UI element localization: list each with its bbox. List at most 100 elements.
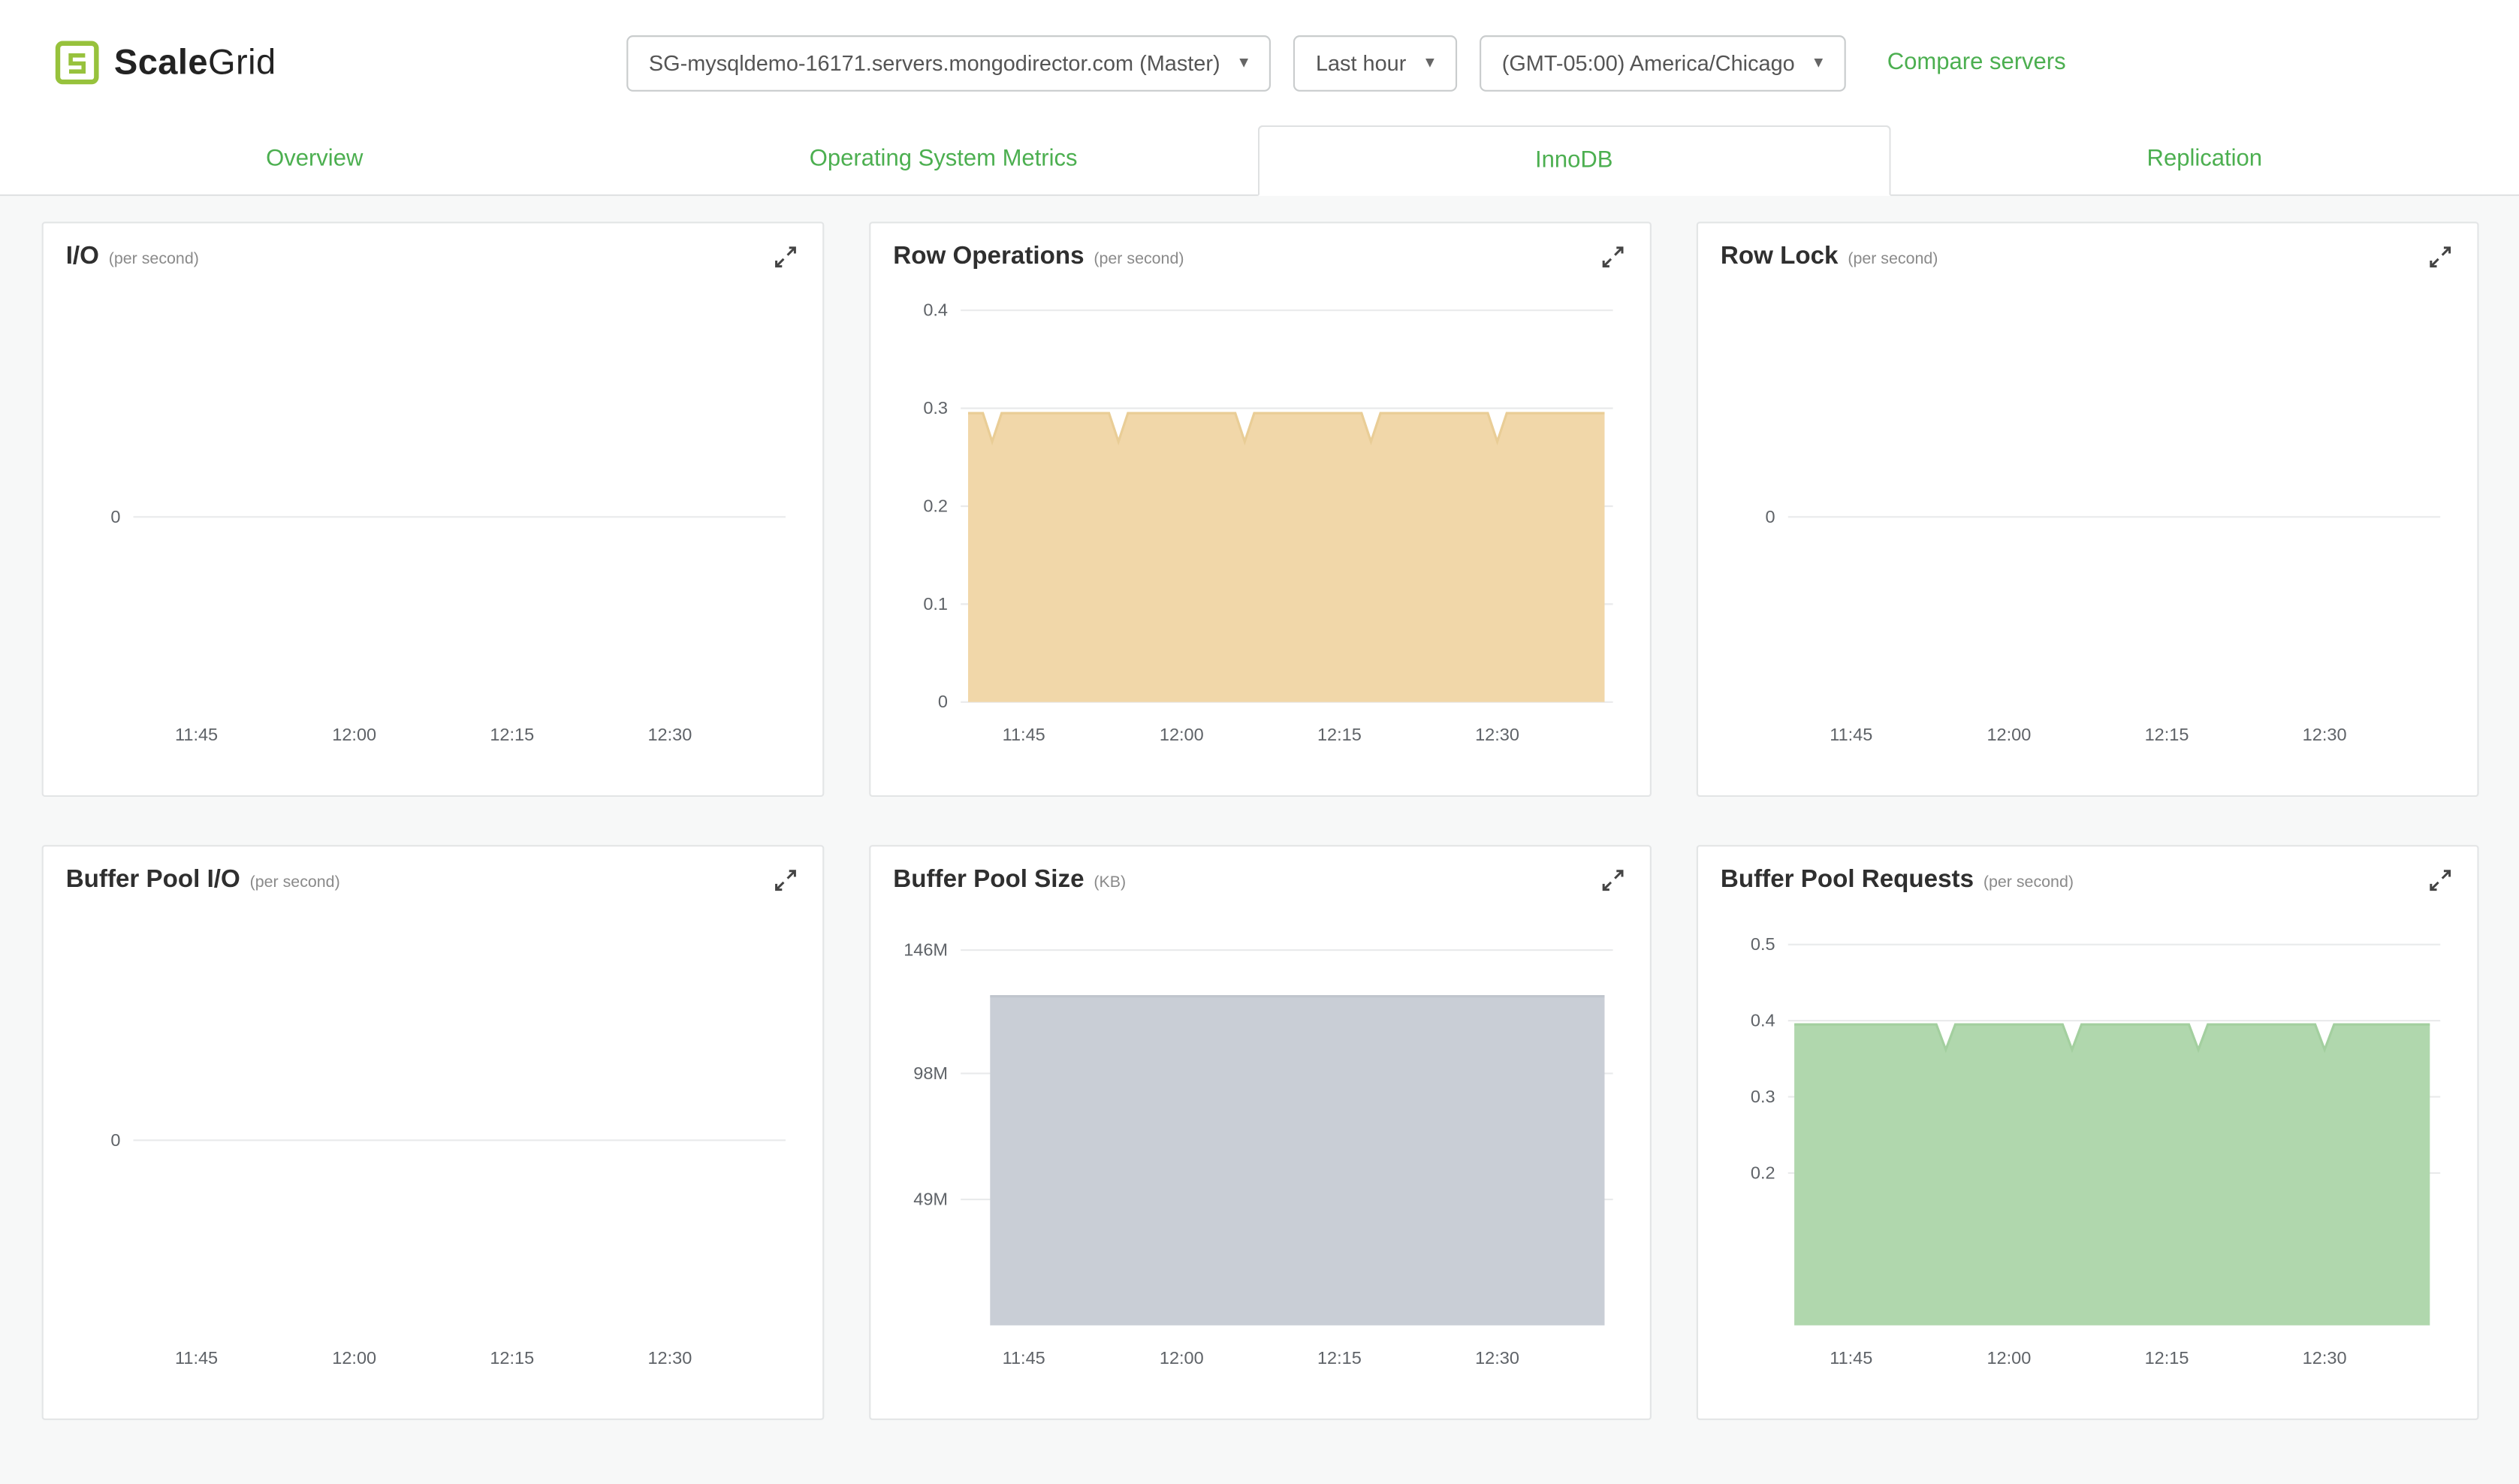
- x-tick-label: 11:45: [1003, 725, 1045, 744]
- server-selector-dropdown[interactable]: SG-mysqldemo-16171.servers.mongodirector…: [626, 34, 1272, 91]
- chart-unit: (KB): [1094, 873, 1127, 892]
- x-tick-label: 12:15: [2145, 725, 2189, 744]
- x-tick-label: 12:30: [1475, 725, 1519, 744]
- y-tick-label: 0.3: [923, 398, 948, 418]
- area-series: [967, 413, 1605, 702]
- expand-icon[interactable]: [2426, 866, 2455, 895]
- tab-innodb[interactable]: InnoDB: [1257, 125, 1890, 196]
- caret-down-icon: ▾: [1239, 52, 1249, 72]
- chart-title: Buffer Pool I/O: [65, 865, 240, 894]
- y-tick-label: 0: [1766, 507, 1775, 526]
- y-tick-label: 0.4: [1751, 1011, 1775, 1030]
- x-tick-label: 12:00: [332, 1348, 376, 1368]
- x-tick-label: 12:00: [1987, 1348, 2031, 1368]
- timezone-value: (GMT-05:00) America/Chicago: [1501, 50, 1795, 75]
- area-series-edge: [1794, 1023, 2430, 1054]
- x-tick-label: 12:30: [647, 1348, 692, 1368]
- y-tick-label: 0: [110, 1130, 120, 1150]
- expand-icon[interactable]: [1598, 866, 1628, 895]
- y-tick-label: 0.2: [1751, 1163, 1775, 1182]
- chart-card-row-lock: Row Lock (per second) 0 11:45 12:00 12:15 12:…: [1696, 222, 2479, 797]
- top-bar: ScaleGrid SG-mysqldemo-16171.servers.mon…: [0, 0, 2519, 125]
- scalegrid-logo-icon: [55, 40, 100, 85]
- server-selector-value: SG-mysqldemo-16171.servers.mongodirector…: [648, 50, 1220, 75]
- y-tick-label: 0.5: [1751, 934, 1775, 954]
- expand-icon[interactable]: [1598, 243, 1628, 272]
- x-tick-label: 11:45: [1830, 1348, 1872, 1368]
- chart-card-buffer-pool-requests: Buffer Pool Requests (per second) 0.5 0.4 0…: [1696, 845, 2479, 1420]
- x-tick-label: 11:45: [175, 1348, 218, 1368]
- chart-unit: (per second): [1094, 250, 1184, 269]
- x-tick-label: 11:45: [175, 725, 218, 744]
- caret-down-icon: ▾: [1814, 52, 1824, 72]
- caret-down-icon: ▾: [1425, 52, 1434, 72]
- chart-card-header: Buffer Pool I/O (per second): [66, 866, 801, 895]
- chart-title: Row Lock: [1720, 242, 1839, 270]
- x-tick-label: 12:00: [1160, 1348, 1204, 1368]
- y-tick-label: 98M: [913, 1063, 948, 1083]
- chart-plot: 0.5 0.4 0.3 0.2 11:45 12:00 12:15 12:30: [1751, 934, 2441, 1368]
- scalegrid-logo[interactable]: ScaleGrid: [55, 40, 276, 85]
- tab-operating-system-metrics[interactable]: Operating System Metrics: [809, 146, 1078, 172]
- expand-icon[interactable]: [771, 866, 801, 895]
- y-tick-label: 146M: [904, 940, 948, 960]
- chart-card-header: Buffer Pool Size (KB): [893, 866, 1628, 895]
- chart-card-buffer-pool-i-o: Buffer Pool I/O (per second) 0 11:45 12:00 1…: [41, 845, 825, 1420]
- chart-card-header: Row Operations (per second): [893, 243, 1628, 272]
- tab-overview[interactable]: Overview: [266, 146, 364, 172]
- chart-title-wrap: Buffer Pool Requests (per second): [1721, 866, 2074, 895]
- x-tick-label: 12:00: [1160, 725, 1204, 744]
- x-tick-label: 12:30: [2303, 1348, 2347, 1368]
- chart-card-buffer-pool-size: Buffer Pool Size (KB) 146M 98M 49M 11:45 12:0…: [869, 845, 1652, 1420]
- x-tick-label: 12:30: [1475, 1348, 1519, 1368]
- content-area: I/O (per second) 0 11:45 12:00 12:15 12:30 Ro…: [0, 195, 2519, 1484]
- chart-unit: (per second): [108, 250, 199, 269]
- chart-title-wrap: I/O (per second): [66, 243, 199, 272]
- chart-plot: 0 11:45 12:00 12:15 12:30: [1766, 507, 2441, 744]
- timezone-dropdown[interactable]: (GMT-05:00) America/Chicago ▾: [1479, 34, 1846, 91]
- x-tick-label: 12:15: [2145, 1348, 2189, 1368]
- y-tick-label: 0.1: [923, 594, 948, 614]
- x-tick-label: 12:00: [332, 725, 376, 744]
- chart-unit: (per second): [1848, 250, 1938, 269]
- chart-title-wrap: Row Operations (per second): [893, 243, 1184, 272]
- chart-title-wrap: Buffer Pool Size (KB): [893, 866, 1126, 895]
- y-tick-label: 0.4: [923, 300, 948, 320]
- x-tick-label: 12:30: [647, 725, 692, 744]
- logo-text: ScaleGrid: [113, 41, 276, 83]
- chart-plot: 146M 98M 49M 11:45 12:00 12:15 12:30: [904, 940, 1613, 1368]
- chart-title: Row Operations: [893, 242, 1085, 270]
- x-tick-label: 11:45: [1830, 725, 1872, 744]
- charts-grid: I/O (per second) 0 11:45 12:00 12:15 12:30 Ro…: [41, 222, 2479, 1420]
- area-series-edge: [967, 412, 1605, 446]
- chart-card-i-o: I/O (per second) 0 11:45 12:00 12:15 12:30: [41, 222, 825, 797]
- chart-title: Buffer Pool Size: [893, 865, 1085, 894]
- area-series: [990, 996, 1605, 1326]
- expand-icon[interactable]: [771, 243, 801, 272]
- x-tick-label: 12:15: [1317, 725, 1362, 744]
- area-series: [1794, 1024, 2430, 1326]
- y-tick-label: 49M: [913, 1189, 948, 1208]
- chart-card-header: Row Lock (per second): [1721, 243, 2455, 272]
- x-tick-label: 11:45: [1003, 1348, 1045, 1368]
- chart-title-wrap: Buffer Pool I/O (per second): [66, 866, 340, 895]
- chart-title: I/O: [65, 242, 99, 270]
- chart-plot: 0 11:45 12:00 12:15 12:30: [110, 1130, 786, 1368]
- compare-servers-link[interactable]: Compare servers: [1887, 50, 2066, 76]
- x-tick-label: 12:15: [490, 725, 534, 744]
- chart-title-wrap: Row Lock (per second): [1721, 243, 1938, 272]
- tab-replication[interactable]: Replication: [2146, 146, 2263, 172]
- chart-unit: (per second): [249, 873, 340, 892]
- chart-plot: 0 11:45 12:00 12:15 12:30: [110, 507, 786, 744]
- expand-icon[interactable]: [2426, 243, 2455, 272]
- y-tick-label: 0.3: [1751, 1087, 1775, 1106]
- time-range-dropdown[interactable]: Last hour ▾: [1293, 34, 1457, 91]
- chart-card-row-operations: Row Operations (per second) 0.4 0.3 0.2 0.1 0…: [869, 222, 1652, 797]
- chart-card-header: I/O (per second): [66, 243, 801, 272]
- x-tick-label: 12:15: [1317, 1348, 1362, 1368]
- x-tick-label: 12:30: [2303, 725, 2347, 744]
- chart-plot: 0.4 0.3 0.2 0.1 0 11:45 12:00 12:15 12:30: [923, 300, 1613, 744]
- chart-title: Buffer Pool Requests: [1720, 865, 1974, 894]
- y-tick-label: 0.2: [923, 496, 948, 515]
- x-tick-label: 12:00: [1987, 725, 2031, 744]
